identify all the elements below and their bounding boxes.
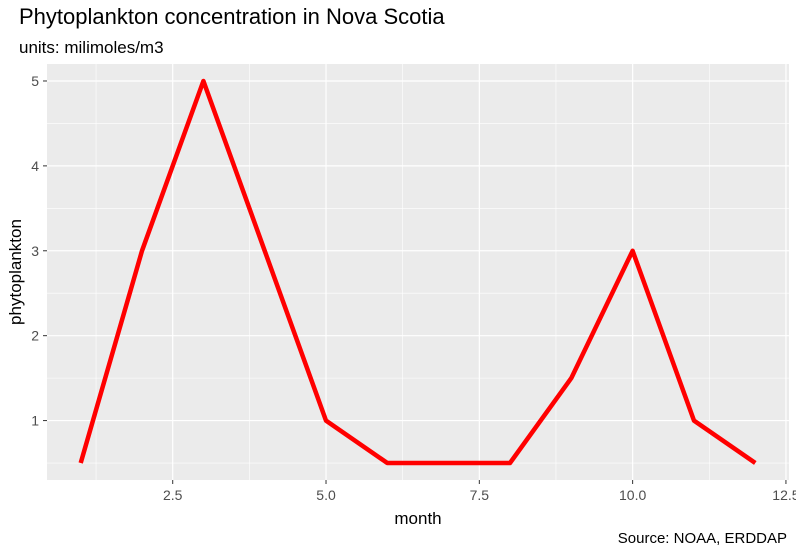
- y-tick-label: 2: [31, 328, 39, 344]
- y-tick-label: 1: [31, 413, 39, 429]
- x-axis-title: month: [394, 509, 441, 528]
- x-tick-label: 12.5: [772, 487, 796, 503]
- chart-caption: Source: NOAA, ERDDAP: [617, 530, 787, 547]
- y-tick-label: 5: [31, 73, 39, 89]
- chart-title: Phytoplankton concentration in Nova Scot…: [19, 4, 445, 29]
- x-tick-label: 5.0: [316, 487, 336, 503]
- series-layer: [78, 78, 757, 466]
- y-tick-label: 3: [31, 243, 39, 259]
- axis-ticks: [43, 80, 787, 484]
- y-axis-title: phytoplankton: [6, 219, 25, 325]
- x-tick-label: 10.0: [619, 487, 646, 503]
- y-tick-label: 4: [31, 158, 39, 174]
- axis-tick-labels: 2.5 5.0 7.5 10.0 12.5 1 2 3 4 5: [31, 73, 796, 503]
- x-tick-label: 7.5: [470, 487, 490, 503]
- chart-subtitle: units: milimoles/m3: [19, 38, 164, 57]
- series-line: [78, 78, 757, 466]
- plot-panel: [47, 64, 789, 480]
- x-tick-label: 2.5: [163, 487, 183, 503]
